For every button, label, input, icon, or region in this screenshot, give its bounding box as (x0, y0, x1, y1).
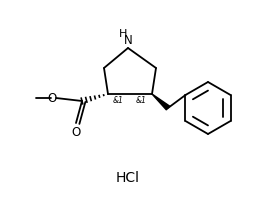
Polygon shape (152, 94, 170, 110)
Text: HCl: HCl (116, 171, 140, 185)
Text: O: O (71, 126, 81, 139)
Text: &1: &1 (136, 96, 147, 105)
Text: &1: &1 (113, 96, 124, 105)
Text: H: H (119, 29, 127, 39)
Text: O: O (48, 91, 57, 104)
Text: N: N (124, 34, 132, 47)
